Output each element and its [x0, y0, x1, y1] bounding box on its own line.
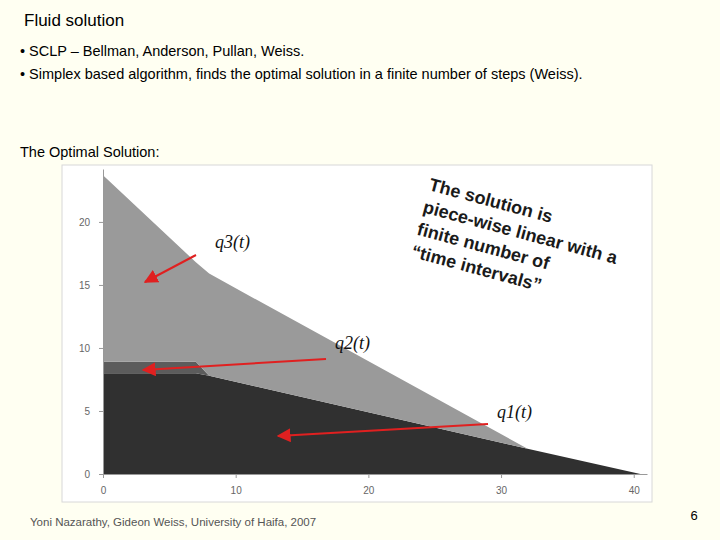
tick-mark: [103, 474, 104, 478]
axis-line: [104, 474, 648, 475]
x-axis: 0 10 20 30 40: [101, 474, 648, 496]
footer: Yoni Nazarathy, Gideon Weiss, University…: [30, 516, 316, 528]
area: [103, 175, 640, 474]
page-number: 6: [690, 508, 697, 523]
slide: Fluid solution • SCLP – Bellman, Anderson…: [0, 0, 720, 540]
series-label: q3(t): [215, 232, 250, 253]
tick-mark: [368, 474, 369, 478]
tick-mark: [501, 474, 502, 478]
tick-mark: [99, 348, 103, 349]
tick-label: 20: [79, 217, 91, 228]
tick-label: 10: [79, 343, 91, 354]
bullet: • SCLP – Bellman, Anderson, Pullan, Weis…: [20, 43, 304, 59]
tick-label: 20: [363, 485, 375, 496]
arrow: [278, 424, 488, 436]
tick: 10: [231, 474, 243, 496]
tick: 40: [629, 474, 641, 496]
tick-label: 0: [101, 485, 107, 496]
series-label: q2(t): [335, 333, 370, 354]
tick-label: 15: [79, 280, 91, 291]
tick: 0: [84, 469, 103, 480]
tick-mark: [99, 285, 103, 286]
tick-label: 0: [84, 469, 90, 480]
tick: 15: [79, 280, 103, 291]
tick: 30: [496, 474, 508, 496]
chart-background: [62, 165, 652, 502]
tick-mark: [99, 474, 103, 475]
plot-area: [103, 175, 640, 474]
series-label: q1(t): [497, 402, 532, 423]
tick-mark: [99, 411, 103, 412]
tick-label: 10: [231, 485, 243, 496]
arrow: [143, 359, 326, 370]
tick-label: 5: [84, 406, 90, 417]
axis-line: [103, 170, 104, 475]
tick: 5: [84, 406, 103, 417]
tick: 0: [101, 474, 107, 496]
callout-line: “time intervals”: [409, 241, 544, 295]
bullet: • Simplex based algorithm, finds the opt…: [20, 66, 583, 82]
slide-title: Fluid solution: [24, 11, 124, 30]
callout: The solution ispiece-wise linear with af…: [409, 175, 626, 313]
tick-label: 30: [496, 485, 508, 496]
y-axis: 0 5 10 15 20: [79, 170, 104, 480]
tick-mark: [634, 474, 635, 478]
tick: 10: [79, 343, 103, 354]
tick: 20: [363, 474, 375, 496]
tick: 20: [79, 217, 103, 228]
subtitle: The Optimal Solution:: [20, 144, 159, 160]
arrow: [145, 255, 196, 282]
tick-mark: [236, 474, 237, 478]
tick-label: 40: [629, 485, 641, 496]
tick-mark: [99, 222, 103, 223]
